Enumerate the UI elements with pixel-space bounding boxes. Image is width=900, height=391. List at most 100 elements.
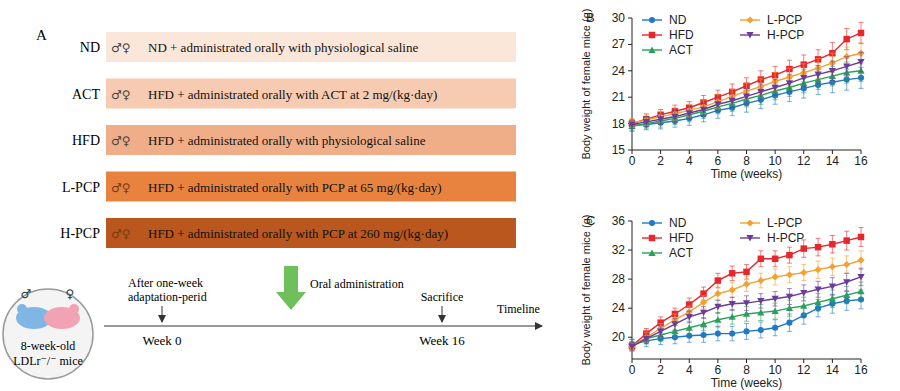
marker: [715, 331, 721, 337]
y-tick: [628, 18, 632, 19]
y-tick: [628, 337, 632, 338]
marker: [843, 237, 849, 243]
marker: [843, 291, 850, 297]
marker: [628, 343, 635, 350]
marker: [801, 245, 807, 251]
error-bar: [816, 238, 821, 255]
x-tick-label: 16: [854, 154, 868, 168]
series: [628, 52, 864, 129]
marker: [772, 256, 778, 262]
marker: [649, 220, 655, 226]
x-tick-label: 0: [629, 363, 636, 377]
group-box: [106, 32, 516, 62]
x-tick-label: 8: [743, 154, 750, 168]
marker: [643, 336, 650, 342]
marker: [758, 256, 764, 262]
marker: [757, 89, 764, 95]
marker: [772, 273, 779, 280]
marker: [746, 32, 753, 38]
group-label: L-PCP: [62, 180, 100, 195]
marker: [786, 80, 793, 86]
marker: [643, 119, 650, 125]
marker: [772, 85, 779, 91]
mouse-female-ear: [69, 304, 79, 314]
x-tick-label: 16: [854, 363, 868, 377]
mice-circle: [3, 289, 93, 379]
y-tick-label: 20: [612, 330, 626, 344]
marker: [786, 294, 793, 300]
marker: [729, 301, 736, 307]
mouse-male-ear: [17, 304, 27, 314]
marker: [743, 269, 749, 275]
marker: [814, 299, 821, 305]
legend-label: HFD: [669, 28, 694, 42]
marker: [714, 304, 721, 310]
marker: [743, 300, 750, 306]
marker: [814, 71, 821, 77]
x-tick-label: 10: [768, 154, 782, 168]
group-label: ACT: [72, 87, 100, 102]
group-sex: ♂♀: [111, 227, 131, 241]
series: [629, 22, 864, 128]
series-line: [632, 237, 861, 346]
timeline-arrow: [442, 306, 443, 322]
marker: [800, 290, 807, 296]
marker: [729, 313, 736, 319]
y-tick: [628, 97, 632, 98]
marker: [843, 64, 850, 70]
y-axis: [632, 221, 633, 359]
series-line: [632, 291, 861, 344]
timeline-text: After one-week: [128, 276, 203, 290]
marker: [800, 75, 807, 81]
marker: [700, 107, 707, 113]
group-description: HFD + administrated orally with PCP at 2…: [148, 226, 448, 241]
error-bar: [758, 251, 763, 267]
error-bar: [715, 326, 720, 341]
marker: [772, 307, 779, 313]
error-bar: [787, 247, 792, 263]
series-line: [632, 62, 861, 124]
legend-label: ND: [669, 216, 687, 230]
x-tick-label: 14: [826, 154, 840, 168]
group-label: H-PCP: [60, 226, 100, 241]
x-tick-label: 12: [797, 363, 811, 377]
x-axis-label: Time (weeks): [711, 376, 783, 390]
y-tick-label: 18: [612, 117, 626, 131]
treatment-arrow: [276, 266, 306, 310]
marker: [746, 235, 753, 241]
group-label: ND: [80, 40, 100, 55]
y-tick: [628, 70, 632, 71]
series: [628, 268, 864, 351]
error-bar: [744, 323, 749, 339]
marker: [829, 295, 836, 301]
error-bar: [773, 251, 778, 267]
marker: [786, 305, 793, 311]
marker: [829, 283, 836, 289]
timeline-text: Sacrifice: [421, 290, 464, 304]
error-bar: [715, 273, 720, 288]
timeline-text: adaptation-perid: [128, 290, 207, 304]
group-description: HFD + administrated orally with ACT at 2…: [148, 87, 437, 102]
error-bar: [859, 22, 864, 43]
series: [628, 60, 864, 131]
marker: [786, 271, 793, 278]
marker: [743, 328, 749, 334]
series-line: [632, 260, 861, 346]
series: [628, 282, 864, 350]
group-description: HFD + administrated orally with PCP at 6…: [148, 180, 442, 195]
group-box: [106, 172, 516, 202]
y-tick: [628, 250, 632, 251]
panel-a: AND♂♀ND + administrated orally with phys…: [3, 27, 542, 379]
marker: [757, 309, 764, 315]
group-description: HFD + administrated orally with physiolo…: [148, 133, 426, 148]
marker: [657, 329, 664, 335]
x-tick-label: 6: [715, 154, 722, 168]
marker: [714, 316, 721, 322]
marker: [814, 286, 821, 292]
x-axis-label: Time (weeks): [711, 167, 783, 181]
marker: [858, 234, 864, 240]
legend-label: ACT: [669, 43, 694, 57]
timeline-text: Timeline: [497, 302, 540, 316]
marker: [743, 93, 750, 99]
marker: [746, 219, 753, 226]
